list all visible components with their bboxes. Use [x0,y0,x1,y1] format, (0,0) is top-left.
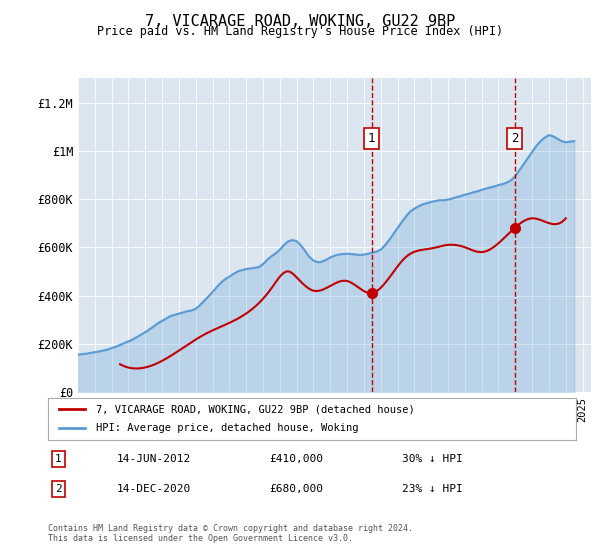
Text: 30% ↓ HPI: 30% ↓ HPI [402,454,463,464]
Text: HPI: Average price, detached house, Woking: HPI: Average price, detached house, Woki… [95,423,358,433]
Text: 14-DEC-2020: 14-DEC-2020 [116,484,191,494]
Text: 2: 2 [511,132,518,145]
Text: 23% ↓ HPI: 23% ↓ HPI [402,484,463,494]
Text: £680,000: £680,000 [270,484,324,494]
Text: 7, VICARAGE ROAD, WOKING, GU22 9BP (detached house): 7, VICARAGE ROAD, WOKING, GU22 9BP (deta… [95,404,414,414]
Text: 1: 1 [55,454,62,464]
Text: 7, VICARAGE ROAD, WOKING, GU22 9BP: 7, VICARAGE ROAD, WOKING, GU22 9BP [145,14,455,29]
Text: £410,000: £410,000 [270,454,324,464]
Text: Contains HM Land Registry data © Crown copyright and database right 2024.
This d: Contains HM Land Registry data © Crown c… [48,524,413,543]
Text: 2: 2 [55,484,62,494]
Text: 1: 1 [368,132,375,145]
Text: Price paid vs. HM Land Registry's House Price Index (HPI): Price paid vs. HM Land Registry's House … [97,25,503,38]
Text: 14-JUN-2012: 14-JUN-2012 [116,454,191,464]
